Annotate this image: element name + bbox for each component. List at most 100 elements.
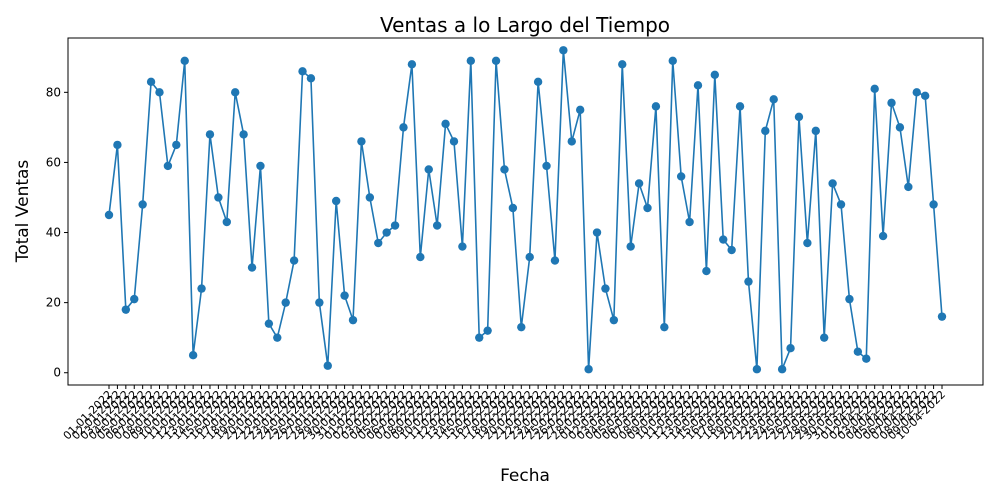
data-point [289,256,299,265]
data-point [794,112,804,122]
data-point [331,196,341,206]
data-point [323,361,332,370]
sales-series-line [108,50,943,370]
data-point [676,172,686,181]
data-point [820,333,829,342]
data-point [904,182,913,192]
data-point [214,193,223,202]
data-point [912,88,921,97]
data-point [365,193,375,202]
data-point [163,161,173,171]
y-axis: 0 20 40 60 80 [46,85,68,380]
data-point [592,228,602,237]
data-point [685,217,694,227]
data-point [836,200,846,209]
data-point [651,102,661,111]
data-point [466,56,476,65]
data-point [533,77,543,87]
data-point [811,126,820,136]
data-point [853,347,863,356]
data-point [727,245,736,255]
y-tick-label: 20 [46,296,61,310]
data-point [264,319,274,328]
data-point [281,298,290,307]
data-point [937,312,947,321]
data-point [508,203,518,213]
data-point [399,123,408,132]
data-point [357,137,366,146]
data-point [424,165,433,174]
y-tick-label: 40 [46,226,61,240]
data-point [660,322,669,332]
y-tick-label: 60 [46,155,61,169]
data-point [862,354,871,363]
data-point [609,315,619,325]
data-point [626,242,635,251]
data-point [416,252,425,262]
data-point [130,294,139,304]
data-point [239,130,248,139]
data-point [247,263,257,272]
data-point [525,252,534,262]
data-point [887,98,896,108]
data-point [828,179,837,188]
data-point [197,284,206,293]
data-point [618,60,627,69]
data-point [542,161,551,171]
data-point [769,95,778,104]
data-point [929,200,938,209]
y-tick-label: 80 [46,85,61,99]
data-point [575,105,585,115]
data-point [491,56,501,65]
data-point [374,238,383,248]
data-point [273,333,282,342]
data-point [155,88,164,97]
data-point [222,217,231,227]
data-point [895,123,905,132]
data-point [306,74,316,83]
data-point [348,315,358,325]
data-point [188,351,198,360]
data-point [719,235,728,244]
data-point [104,210,114,220]
data-point [735,102,745,111]
data-point [870,84,879,94]
data-point [121,305,131,314]
data-point [475,333,484,342]
data-point [878,231,888,241]
x-axis: 01-01-202202-01-202203-01-202204-01-2022… [61,385,948,442]
data-point [668,56,677,65]
data-point [744,277,753,286]
data-point [458,242,467,251]
data-point [559,46,568,55]
sales-series-markers [104,46,947,374]
data-point [441,119,450,129]
data-point [205,130,215,139]
data-point [382,228,391,237]
x-axis-label: Fecha [500,466,550,486]
data-point [256,161,265,171]
data-point [517,322,526,332]
data-point [761,126,770,136]
y-tick-label: 0 [53,366,61,380]
data-point [803,238,812,248]
data-point [146,77,156,87]
data-point [777,365,787,374]
data-point [920,91,930,101]
data-point [315,298,324,307]
data-point [180,56,189,65]
data-point [231,88,240,97]
chart-title: Ventas a lo Largo del Tiempo [380,13,670,37]
data-point [693,81,703,90]
data-point [584,365,593,374]
data-point [390,221,400,230]
data-point [601,284,610,293]
data-point [138,200,147,209]
data-point [432,221,442,230]
data-point [483,326,492,335]
data-point [550,256,560,265]
data-point [113,140,122,150]
data-point [634,179,644,188]
data-point [752,365,762,374]
data-point [449,137,459,146]
